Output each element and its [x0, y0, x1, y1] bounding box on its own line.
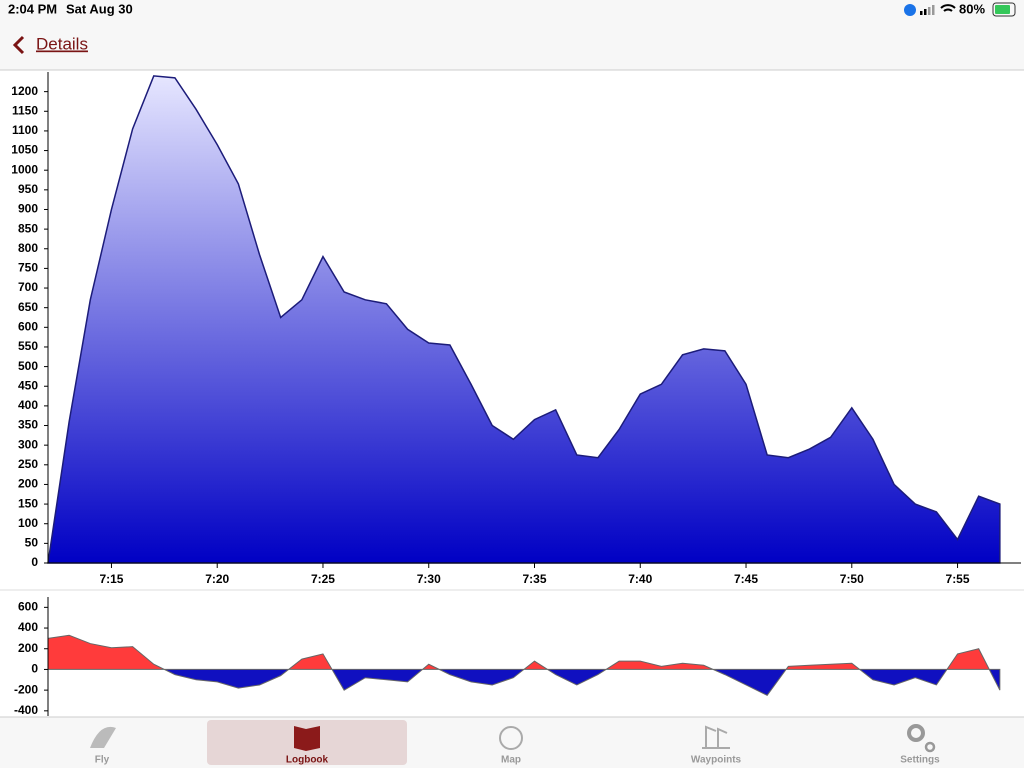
y-tick-label: 900 [18, 202, 38, 216]
status-time: 2:04 PM [8, 1, 57, 16]
y-tick-label: 1000 [11, 162, 38, 176]
logbook-icon [294, 726, 320, 751]
y-tick-label: 500 [18, 359, 38, 373]
y-tick-label: 300 [18, 437, 38, 451]
y-tick-label: 0 [31, 555, 38, 569]
y-tick-label: 750 [18, 261, 38, 275]
battery-percent: 80% [959, 1, 985, 16]
y-tick-label: -400 [14, 703, 38, 717]
tab-label[interactable]: Map [501, 755, 521, 766]
y-tick-label: 800 [18, 241, 38, 255]
location-icon [904, 4, 916, 16]
x-tick-label: 7:35 [522, 572, 546, 586]
wifi-icon [940, 4, 956, 12]
back-chevron[interactable] [12, 35, 25, 55]
y-tick-label: 150 [18, 496, 38, 510]
y-tick-label: 600 [18, 600, 38, 614]
y-tick-label: 350 [18, 418, 38, 432]
x-tick-label: 7:20 [205, 572, 229, 586]
tab-label[interactable]: Settings [900, 755, 940, 766]
y-tick-label: 100 [18, 516, 38, 530]
y-tick-label: 850 [18, 221, 38, 235]
y-tick-label: 600 [18, 319, 38, 333]
y-tick-label: 1150 [12, 103, 38, 117]
waypoints-icon [702, 725, 730, 749]
settings-icon-small [924, 741, 936, 753]
signal-icon [920, 5, 935, 15]
x-tick-label: 7:30 [417, 572, 441, 586]
y-tick-label: -200 [14, 682, 38, 696]
tab-bar [0, 717, 1024, 768]
y-tick-label: 1050 [11, 143, 38, 157]
back-button[interactable]: Details [36, 34, 88, 53]
x-tick-label: 7:50 [840, 572, 864, 586]
x-tick-label: 7:55 [946, 572, 970, 586]
y-tick-label: 700 [18, 280, 38, 294]
fly-icon [90, 726, 116, 748]
altitude-area [47, 75, 1001, 564]
x-tick-label: 7:40 [628, 572, 652, 586]
y-tick-label: 950 [18, 182, 38, 196]
tab-label[interactable]: Logbook [286, 755, 329, 766]
y-tick-label: 200 [18, 477, 38, 491]
tab-label[interactable]: Fly [95, 755, 110, 766]
battery-icon [992, 2, 1016, 17]
y-tick-label: 650 [18, 300, 38, 314]
vario-area [47, 634, 1001, 696]
y-tick-label: 450 [18, 378, 38, 392]
tab-label[interactable]: Waypoints [691, 755, 742, 766]
y-tick-label: 50 [25, 536, 39, 550]
y-tick-label: 200 [18, 641, 38, 655]
y-tick-label: 0 [31, 662, 38, 676]
battery-level [995, 5, 1010, 14]
y-tick-label: 1200 [11, 84, 38, 98]
header-bg [0, 0, 1024, 70]
x-tick-label: 7:25 [311, 572, 335, 586]
y-tick-label: 400 [18, 398, 38, 412]
y-tick-label: 550 [18, 339, 38, 353]
map-icon [499, 726, 523, 750]
status-date: Sat Aug 30 [66, 1, 133, 16]
x-tick-label: 7:45 [734, 572, 758, 586]
y-tick-label: 1100 [12, 123, 38, 137]
y-tick-label: 400 [18, 620, 38, 634]
y-tick-label: 250 [18, 457, 38, 471]
x-tick-label: 7:15 [99, 572, 123, 586]
settings-icon [907, 724, 925, 742]
